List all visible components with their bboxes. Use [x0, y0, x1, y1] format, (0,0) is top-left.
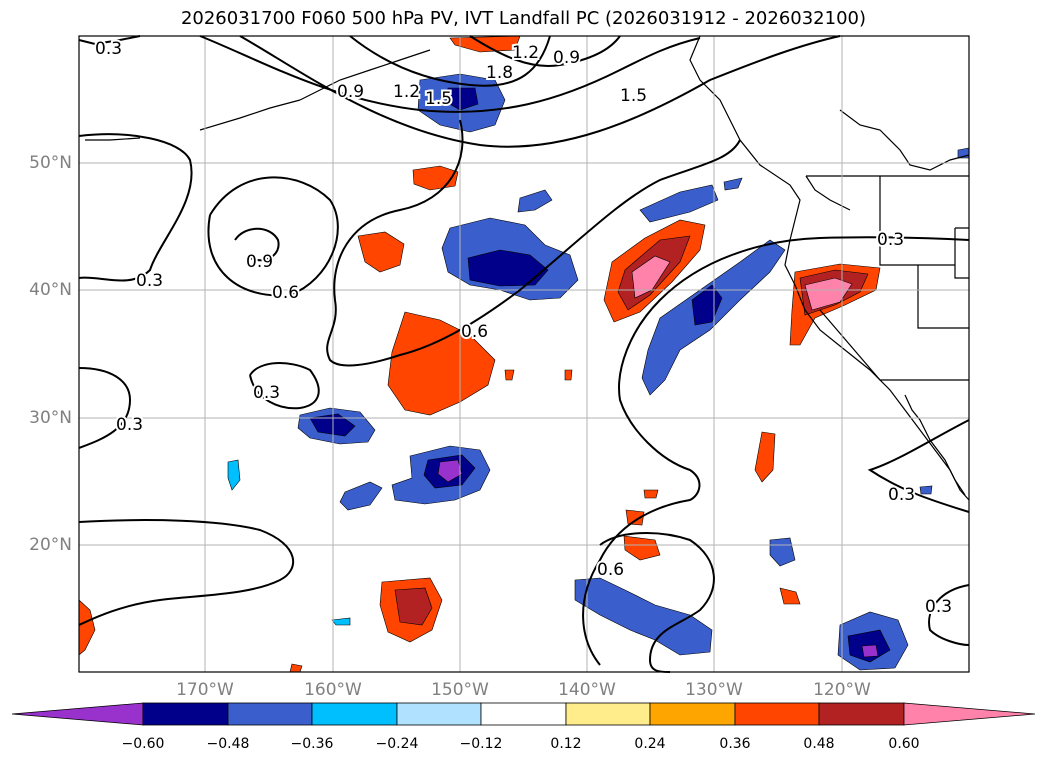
pv-neg-blob — [445, 87, 479, 111]
contour-label: 1.5 — [425, 89, 452, 109]
colorbar-segment — [818, 702, 905, 726]
colorbar-tick: 0.24 — [634, 736, 666, 752]
colorbar-tick: −0.48 — [206, 736, 250, 752]
contour-label: 0.3 — [253, 383, 280, 403]
lon-label: 160°W — [304, 680, 362, 700]
colorbar-segment — [396, 702, 482, 726]
contour-label: 1.2 — [512, 43, 539, 63]
contour-label: 0.3 — [877, 230, 904, 250]
colorbar-tick: −0.12 — [459, 736, 503, 752]
colorbar-extend-high — [903, 702, 1036, 726]
colorbar-tick: 0.60 — [888, 736, 920, 752]
lon-label: 120°W — [813, 680, 871, 700]
lat-label: 50°N — [29, 153, 72, 173]
pv-neg-blob — [723, 177, 743, 191]
pv-neg-blob — [437, 459, 463, 483]
colorbar-segment — [649, 702, 736, 726]
pv-pos-blob — [754, 431, 776, 483]
contour-label: 1.8 — [486, 63, 513, 83]
pv-neg-blob — [331, 617, 351, 626]
contour-label: 0.6 — [272, 283, 299, 303]
lon-label: 150°W — [431, 680, 489, 700]
plot-frame — [78, 35, 970, 673]
pv-pos-blob — [357, 231, 405, 273]
pv-pos-blob — [564, 369, 573, 381]
pv-pos-blob — [779, 587, 801, 605]
contour-label: 0.3 — [116, 415, 143, 435]
contour-label: 0.6 — [597, 560, 624, 580]
lat-label: 30°N — [29, 408, 72, 428]
pv-pos-blob — [394, 587, 433, 626]
colorbar-tick: 0.36 — [719, 736, 751, 752]
contour-label: 1.5 — [620, 86, 647, 106]
pv-pos-blob — [804, 277, 853, 311]
lon-label: 130°W — [685, 680, 743, 700]
colorbar-segment — [480, 702, 567, 726]
contour-label: 0.6 — [461, 322, 488, 342]
pv-pos-blob — [643, 489, 659, 499]
coastlines — [85, 35, 970, 501]
contour-label: 0.9 — [246, 252, 273, 272]
pv-neg-blob — [861, 644, 879, 658]
positive-anomalies — [78, 35, 881, 673]
contour-label: 1.2 — [393, 82, 420, 102]
pv-neg-blob — [227, 459, 241, 491]
pv-pos-blob — [623, 535, 661, 561]
contour-label: 0.3 — [136, 271, 163, 291]
contour-labels: 0.3 1.2 0.9 1.8 0.9 1.2 1.5 1.5 0.9 0.6 … — [93, 37, 954, 619]
ivt-contours — [78, 35, 970, 673]
colorbar-segment — [734, 702, 820, 726]
pv-neg-blob — [467, 249, 549, 287]
colorbar-tick: −0.24 — [375, 736, 419, 752]
lon-label: 140°W — [558, 680, 616, 700]
colorbar-tick: 0.12 — [550, 736, 582, 752]
colorbar-segment — [142, 702, 229, 726]
gridlines — [79, 36, 969, 672]
lat-label: 20°N — [29, 535, 72, 555]
contour-label: 0.9 — [337, 82, 364, 102]
pv-pos-blob — [504, 369, 515, 381]
map-title: 2026031700 F060 500 hPa PV, IVT Landfall… — [180, 8, 867, 29]
contour-label: 0.3 — [925, 597, 952, 617]
contour-label: 0.3 — [95, 39, 122, 59]
colorbar-segment — [227, 702, 313, 726]
colorbar-tick: −0.60 — [121, 736, 165, 752]
pv-pos-blob — [631, 255, 671, 299]
colorbar-extend-low — [11, 702, 144, 726]
pv-neg-blob — [919, 485, 933, 495]
colorbar — [11, 702, 1036, 726]
lon-label: 170°W — [176, 680, 234, 700]
lat-label: 40°N — [29, 280, 72, 300]
colorbar-segment — [565, 702, 651, 726]
pv-neg-blob — [574, 577, 713, 656]
colorbar-segment — [311, 702, 398, 726]
pv-neg-blob — [339, 481, 383, 511]
colorbar-tick: 0.48 — [803, 736, 835, 752]
pv-neg-blob — [517, 189, 553, 213]
contour-label: 0.9 — [553, 48, 580, 68]
colorbar-tick: −0.36 — [290, 736, 334, 752]
contour-label: 0.3 — [888, 485, 915, 505]
pv-pos-blob — [625, 509, 645, 526]
pv-neg-blob — [639, 184, 719, 223]
